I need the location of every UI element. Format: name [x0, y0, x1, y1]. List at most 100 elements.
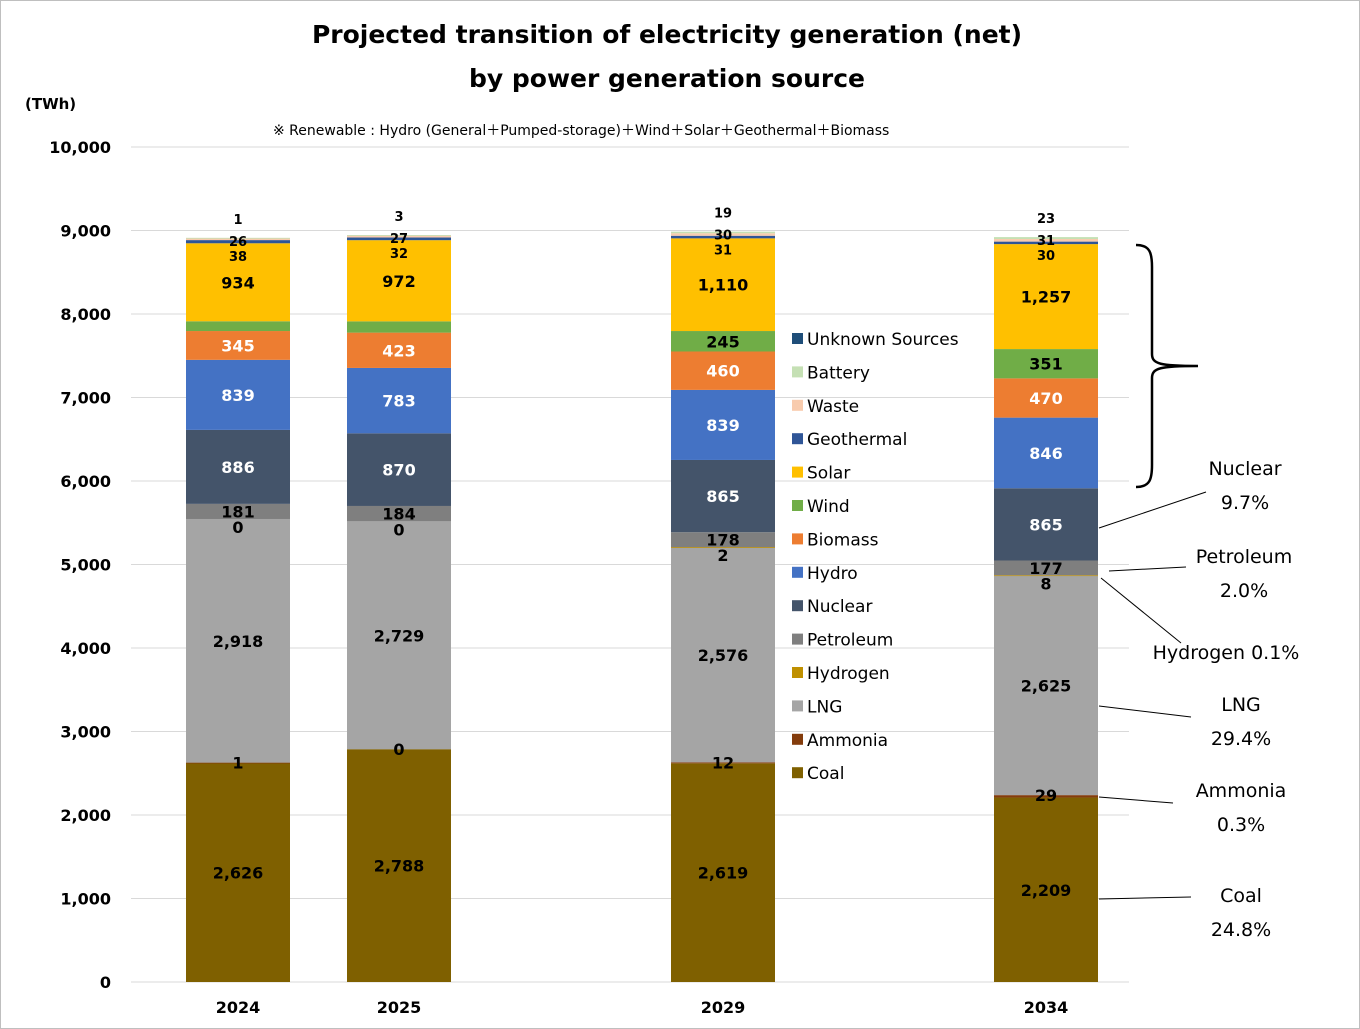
- segment-label: 184: [382, 505, 415, 524]
- annotation-name: Nuclear: [1208, 458, 1281, 480]
- bar-segment-battery: [671, 231, 775, 234]
- segment-label: 846: [1029, 444, 1062, 463]
- y-tick-label: 8,000: [60, 305, 111, 324]
- segment-label-waste: 26: [229, 235, 247, 250]
- x-tick-label: 2025: [377, 998, 422, 1017]
- segment-label: 934: [221, 273, 254, 292]
- segment-label-geothermal: 30: [1037, 249, 1055, 264]
- bar-segment-battery: [186, 237, 290, 239]
- curly-brace: [1135, 243, 1199, 489]
- segment-label: 2,729: [374, 626, 425, 645]
- annotation-name: Petroleum: [1196, 546, 1292, 568]
- bar-segment-wind: [994, 349, 1098, 379]
- bar-segment-ammonia: [186, 762, 290, 764]
- bar-segment-hydrogen: [671, 547, 775, 548]
- legend-swatch-geothermal: [792, 433, 803, 445]
- annotation-name: Ammonia: [1196, 780, 1287, 802]
- y-tick-label: 7,000: [60, 389, 111, 408]
- segment-label: 865: [1029, 515, 1062, 534]
- segment-label-hydrogen: 2: [717, 546, 728, 565]
- share-annotations: Nuclear 9.7% Petroleum 2.0% Hydrogen 0.1% LNG…: [1098, 458, 1299, 941]
- legend: Unknown Sources Battery Waste Geothermal Sol…: [792, 330, 959, 784]
- annotation-leader-line: [1098, 705, 1192, 718]
- bar-segment-biomass: [347, 332, 451, 368]
- bar-segment-coal: [347, 749, 451, 982]
- segment-label-waste: 27: [390, 232, 408, 247]
- segment-label: 2,788: [374, 857, 425, 876]
- segment-label: 2,626: [213, 863, 264, 882]
- y-tick-label: 5,000: [60, 556, 111, 575]
- segment-label-hydrogen: 0: [232, 518, 243, 537]
- segment-label-battery: 19: [714, 207, 732, 222]
- annotation-share: 29.4%: [1211, 728, 1271, 750]
- bar-segment-geothermal: [671, 235, 775, 239]
- segment-label: 423: [382, 341, 415, 360]
- bar-segment-nuclear: [994, 488, 1098, 561]
- segment-label: 865: [706, 487, 739, 506]
- legend-swatch-battery: [792, 366, 803, 378]
- y-tick-label: 0: [100, 973, 111, 992]
- legend-swatch-waste: [792, 399, 803, 411]
- legend-label: Battery: [807, 363, 870, 383]
- bar-segment-waste: [994, 239, 1098, 242]
- legend-label: Hydrogen: [807, 664, 890, 684]
- legend-swatch-hydro: [792, 566, 803, 578]
- legend-swatch-petroleum: [792, 633, 803, 645]
- legend-swatch-biomass: [792, 533, 803, 545]
- bar-segment-petroleum: [994, 560, 1098, 576]
- bar-segment-hydrogen: [994, 575, 1098, 577]
- bar-segment-solar: [186, 243, 290, 322]
- legend-swatch-coal: [792, 767, 803, 779]
- legend-label: Nuclear: [807, 597, 872, 617]
- chart-title-line-1: Projected transition of electricity gene…: [312, 20, 1022, 49]
- legend-swatch-hydrogen: [792, 667, 803, 678]
- y-tick-label: 1,000: [60, 890, 111, 909]
- y-tick-label: 2,000: [60, 806, 111, 825]
- bar-segment-petroleum: [186, 503, 290, 519]
- segment-label: 972: [382, 272, 415, 291]
- segment-label: 886: [221, 458, 254, 477]
- segment-label-geothermal: 31: [714, 244, 732, 259]
- bar-segment-waste: [347, 235, 451, 238]
- segment-label: 2,619: [698, 864, 749, 883]
- segment-label-ammonia: 0: [393, 740, 404, 759]
- y-tick-label: 6,000: [60, 472, 111, 491]
- bar-segment-coal: [994, 797, 1098, 982]
- segment-label-battery: 1: [233, 213, 242, 228]
- annotation-name: LNG: [1221, 694, 1261, 716]
- legend-swatch-ammonia: [792, 733, 803, 745]
- legend-label: LNG: [807, 697, 842, 717]
- segment-label: 2,918: [213, 632, 264, 651]
- legend-swatch-solar: [792, 466, 803, 478]
- bar-segment-battery: [994, 237, 1098, 240]
- bar-segment-petroleum: [671, 532, 775, 548]
- annotation-leader-line: [1100, 577, 1182, 644]
- annotation-leader-line: [1098, 896, 1192, 900]
- legend-label: Petroleum: [807, 631, 893, 651]
- bar-segment-geothermal: [347, 237, 451, 241]
- segment-label: 345: [221, 336, 254, 355]
- bar-segment-coal: [671, 763, 775, 982]
- y-tick-label: 3,000: [60, 723, 111, 742]
- bar-segment-nuclear: [671, 459, 775, 533]
- segment-label-hydrogen: 0: [393, 520, 404, 539]
- x-tick-label: 2024: [216, 998, 261, 1017]
- segment-label: 460: [706, 362, 739, 381]
- segment-label: 245: [706, 332, 739, 351]
- bar-segment-geothermal: [994, 241, 1098, 245]
- bar-segment-lng: [671, 547, 775, 763]
- bar-segment-hydro: [347, 367, 451, 434]
- bar-segment-lng: [347, 521, 451, 750]
- bar-segment-waste: [671, 233, 775, 236]
- x-tick-label: 2029: [701, 998, 746, 1017]
- annotation-share: 24.8%: [1211, 919, 1271, 941]
- y-axis-unit-label: (TWh): [25, 95, 76, 113]
- bar-segment-hydro: [994, 417, 1098, 489]
- bar-segment-ammonia: [994, 795, 1098, 798]
- bar-segment-waste: [186, 237, 290, 241]
- segment-label: 1,257: [1021, 288, 1072, 307]
- legend-label: Unknown Sources: [807, 330, 959, 350]
- renewable-note: ※ Renewable : Hydro (General＋Pumped-stor…: [273, 123, 889, 139]
- bar-segment-ammonia: [671, 762, 775, 764]
